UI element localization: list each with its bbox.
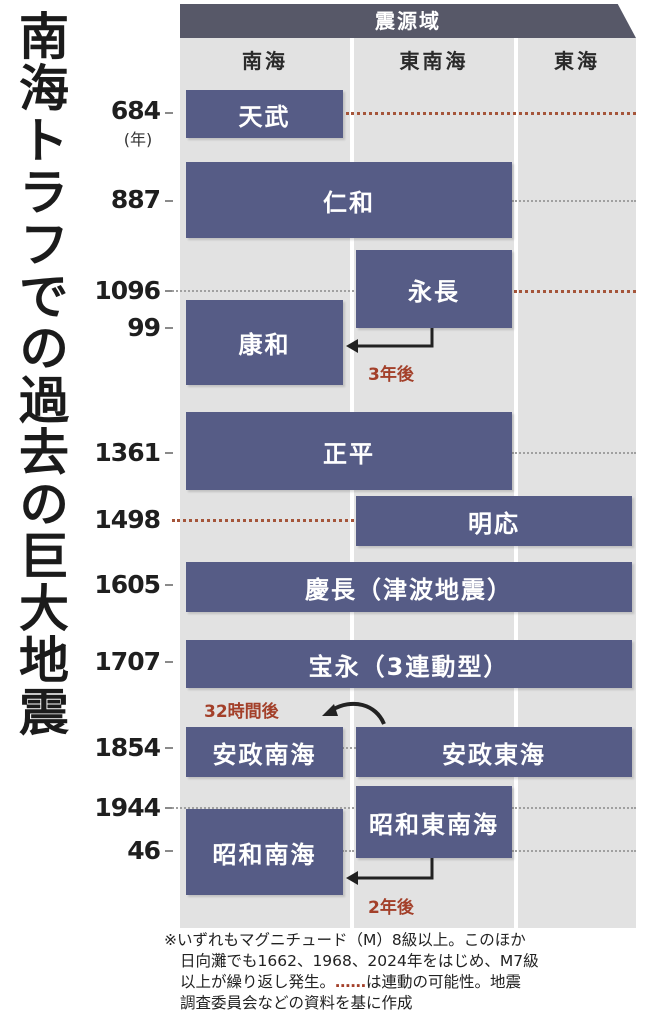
year-label: 1707 [94,647,161,676]
column-tonankai: 東南海 [399,49,469,73]
arrow-32hours-icon [322,701,386,725]
footnote-text: 以上が繰り返し発生。 [180,973,336,991]
quake-ansei-tokai: 安政東海 [356,727,632,777]
quake-tenmu: 天武 [186,90,343,138]
year-label: 1944 [94,793,161,822]
leader-line [342,747,356,749]
leader-line [512,200,636,202]
footnote-text: は連動の可能性。地震 [366,973,522,991]
year-tick [165,327,173,329]
year-label: 99 [127,313,161,342]
year-tick [165,661,173,663]
footnote-line: 調査委員会などの資料を基に作成 [164,993,644,1014]
leader-line [512,807,636,809]
quake-kowa: 康和 [186,300,343,385]
footnote-line: 日向灘でも1662、1968、2024年をはじめ、M7級 [164,951,644,972]
quake-eicho: 永長 [356,250,512,328]
quake-showa-tonankai: 昭和東南海 [356,786,512,858]
note-32-hours: 32時間後 [204,702,279,722]
column-separator [514,38,518,928]
linkage-dotted-line [514,290,636,293]
footnote-dotted-legend: …… [335,973,367,991]
quake-meio: 明応 [356,496,632,546]
quake-ansei-nankai: 安政南海 [186,727,343,777]
year-label: 46 [127,836,161,865]
arrow-2years-icon [346,858,434,885]
source-region-header: 震源域 [180,4,636,38]
footnote-line: 以上が繰り返し発生。……は連動の可能性。地震 [164,972,644,993]
year-label: 1361 [94,438,161,467]
leader-line [172,290,354,292]
column-tokai: 東海 [554,49,600,73]
quake-keicho: 慶長（津波地震） [186,562,632,612]
footnote-text: 調査委員会などの資料を基に作成 [180,994,413,1012]
year-tick [165,290,173,292]
quake-showa-nankai: 昭和南海 [186,809,343,895]
leader-line [512,850,636,852]
year-label: 1854 [94,733,161,762]
year-label: 684 [110,96,161,125]
year-label: 1605 [94,570,161,599]
quake-shohei: 正平 [186,412,512,490]
footnote-line: ※いずれもマグニチュード（M）8級以上。このほか [164,931,526,949]
year-tick [165,200,173,202]
linkage-dotted-line [346,112,636,115]
year-tick [165,584,173,586]
quake-hoei: 宝永（3連動型） [186,640,632,688]
page-title: 南海トラフでの過去の巨大地震 [11,10,69,738]
leader-line [342,850,354,852]
note-3-years: 3年後 [368,365,414,385]
leader-line [172,807,354,809]
column-nankai: 南海 [242,49,288,73]
year-tick [165,452,173,454]
year-label: 1498 [94,505,161,534]
arrow-3years-icon [346,328,434,353]
tokai-band [516,38,636,928]
note-2-years: 2年後 [368,898,414,918]
year-tick [165,112,173,114]
leader-line [512,452,636,454]
year-tick [165,747,173,749]
quake-ninna: 仁和 [186,162,512,238]
year-label: 1096 [94,276,161,305]
footnote-text: 日向灘でも1662、1968、2024年をはじめ、M7級 [180,952,539,970]
year-label: 887 [110,185,161,214]
year-tick [165,850,173,852]
year-unit-label: (年) [123,130,153,149]
year-tick [165,807,173,809]
footnote: ※いずれもマグニチュード（M）8級以上。このほか 日向灘でも1662、1968、… [164,930,644,1014]
linkage-dotted-line [172,519,354,522]
